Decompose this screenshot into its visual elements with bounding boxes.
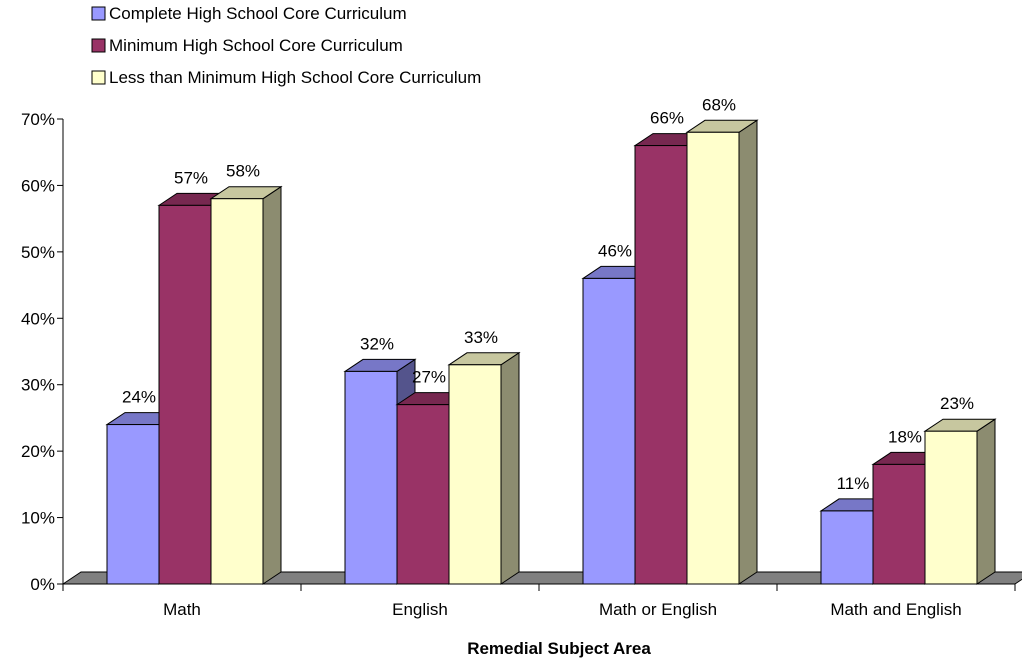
y-tick-label: 70%: [21, 110, 55, 129]
data-labels: 24% 57% 58% 32% 27% 33% 46% 66% 68% 11% 18% 23%: [122, 95, 974, 493]
legend-label-1: Complete High School Core Curriculum: [109, 4, 407, 23]
bar-side-face: [738, 119, 758, 585]
bars: [105, 119, 997, 585]
y-tick-label: 10%: [21, 509, 55, 528]
bar-front-face: [634, 145, 688, 585]
bar-front-face: [820, 510, 874, 585]
bar-front-face: [924, 430, 978, 585]
data-label-math-or-english-series-3: 68%: [702, 95, 736, 114]
bar-math-or-english-series-3: [685, 119, 759, 585]
bar-front-face: [448, 364, 502, 585]
y-tick-label: 50%: [21, 243, 55, 262]
x-tick-label-math-and-english: Math and English: [830, 600, 961, 619]
bar-english-series-3: [447, 351, 521, 585]
data-label-english-series-1: 32%: [360, 334, 394, 353]
legend-swatch-2: [91, 38, 106, 53]
x-axis-title: Remedial Subject Area: [467, 639, 651, 658]
x-tick-label-math: Math: [163, 600, 201, 619]
data-label-math-and-english-series-1: 11%: [837, 474, 870, 493]
data-label-math-and-english-series-2: 18%: [888, 427, 922, 446]
bar-math-and-english-series-3: [923, 418, 997, 585]
y-tick-label: 60%: [21, 176, 55, 195]
bar-front-face: [210, 198, 264, 585]
y-tick-label: 30%: [21, 376, 55, 395]
bar-front-face: [106, 424, 160, 585]
legend-swatch-3: [91, 70, 106, 85]
bar-side-face: [500, 351, 520, 585]
y-tick-label: 0%: [30, 575, 55, 594]
data-label-english-series-2: 27%: [412, 368, 446, 387]
bar-math-series-3: [209, 185, 283, 585]
legend: Complete High School Core Curriculum Mini…: [91, 4, 481, 87]
bar-front-face: [158, 204, 212, 585]
data-label-math-or-english-series-2: 66%: [650, 109, 684, 128]
bar-front-face: [872, 463, 926, 585]
axes: 0% 10% 20% 30% 40% 50% 60% 70% Math English Math o…: [21, 110, 1016, 619]
bar-front-face: [686, 131, 740, 585]
bar-side-face: [262, 185, 282, 585]
bar-front-face: [396, 404, 450, 585]
data-label-math-and-english-series-3: 23%: [940, 394, 974, 413]
data-label-math-series-3: 58%: [226, 162, 260, 181]
x-tick-label-math-or-english: Math or English: [599, 600, 717, 619]
bar-front-face: [582, 277, 636, 585]
data-label-math-series-2: 57%: [174, 168, 208, 187]
y-tick-label: 20%: [21, 442, 55, 461]
data-label-math-series-1: 24%: [122, 388, 156, 407]
y-tick-label: 40%: [21, 309, 55, 328]
x-tick-label-english: English: [392, 600, 448, 619]
bar-front-face: [344, 370, 398, 585]
legend-label-3: Less than Minimum High School Core Curri…: [109, 68, 481, 87]
legend-swatch-1: [91, 6, 106, 21]
data-label-english-series-3: 33%: [464, 328, 498, 347]
data-label-math-or-english-series-1: 46%: [598, 241, 632, 260]
bar-side-face: [976, 418, 996, 585]
legend-label-2: Minimum High School Core Curriculum: [109, 36, 403, 55]
